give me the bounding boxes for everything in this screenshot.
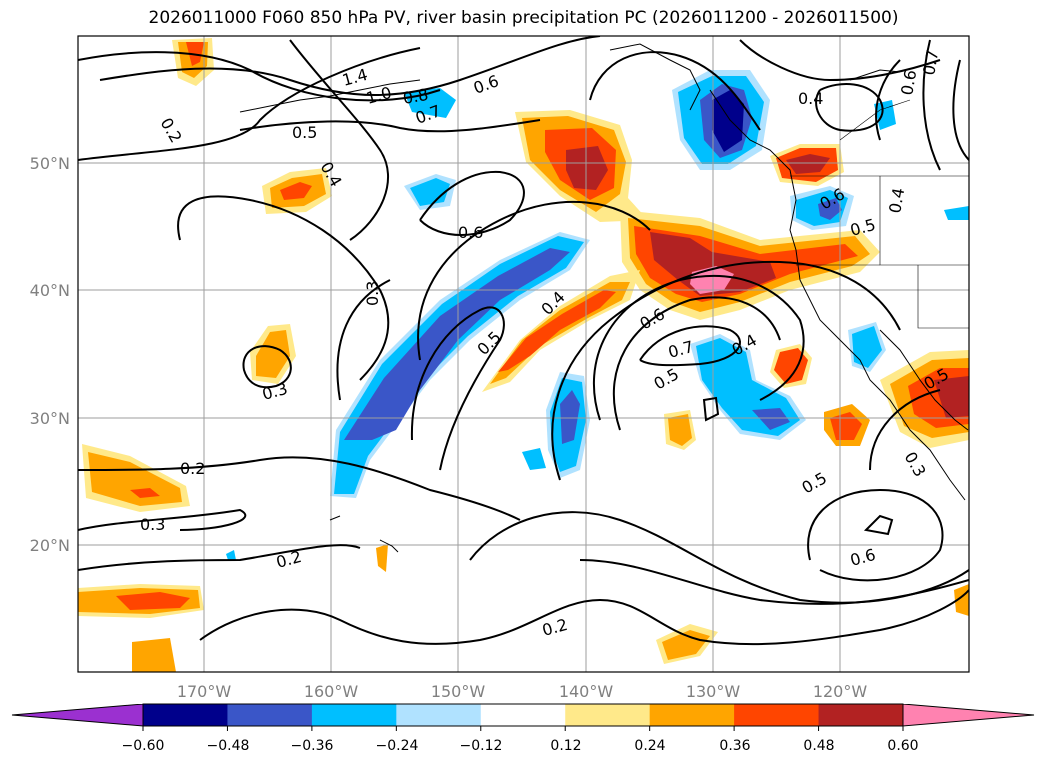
colorbar-tick-label: −0.12 — [460, 738, 503, 754]
map-frame — [77, 35, 970, 673]
contour-label: 0.4 — [885, 186, 908, 214]
lat-label: 20°N — [30, 536, 70, 555]
lat-label: 40°N — [30, 281, 70, 300]
latitude-labels: 50°N 40°N 30°N 20°N — [30, 154, 70, 555]
colorbar-tick-label: 0.36 — [719, 738, 750, 754]
colorbar-swatch — [565, 704, 651, 726]
lon-label: 150°W — [431, 682, 486, 701]
colorbar-tick-label: −0.24 — [376, 738, 419, 754]
contour-label: 0.2 — [180, 459, 205, 478]
colorbar-tick-label: 0.48 — [803, 738, 834, 754]
lon-label: 120°W — [813, 682, 868, 701]
colorbar: −0.60 −0.48 −0.36 −0.24 −0.12 0.12 0.24 … — [11, 703, 1035, 754]
lon-label: 130°W — [686, 682, 741, 701]
coastlines — [239, 43, 969, 553]
colorbar-tick-label: −0.48 — [207, 738, 250, 754]
pv-contours — [78, 36, 969, 646]
contour-label: 0.6 — [897, 68, 920, 96]
colorbar-extend-min — [12, 704, 143, 726]
lon-label: 170°W — [177, 682, 232, 701]
colorbar-tick-label: −0.36 — [291, 738, 334, 754]
map-area: 0.2 1.0 0.8 0.7 0.6 0.5 0.4 0.6 0.3 0.4 … — [78, 36, 969, 672]
contour-label: 0.3 — [140, 515, 165, 534]
colorbar-extend-max — [903, 704, 1034, 726]
contour-label: 0.4 — [798, 89, 823, 108]
colorbar-ticks — [142, 726, 904, 731]
colorbar-swatch — [396, 704, 482, 726]
longitude-labels: 170°W 160°W 150°W 140°W 130°W 120°W — [177, 682, 868, 701]
colorbar-swatches — [12, 704, 1034, 726]
colorbar-swatch — [818, 704, 904, 726]
lon-label: 160°W — [304, 682, 359, 701]
contour-label: 0.8 — [401, 85, 429, 108]
colorbar-swatch — [227, 704, 313, 726]
colorbar-tick-label: −0.60 — [122, 738, 165, 754]
colorbar-swatch — [734, 704, 820, 726]
lon-label: 140°W — [559, 682, 614, 701]
colorbar-tick-label: 0.24 — [634, 738, 665, 754]
contour-label: 0.7 — [919, 48, 942, 76]
figure-title: 2026011000 F060 850 hPa PV, river basin … — [148, 8, 899, 28]
colorbar-swatch — [480, 704, 566, 726]
contour-label: 0.5 — [292, 123, 317, 142]
colorbar-swatch — [143, 704, 228, 726]
colorbar-labels: −0.60 −0.48 −0.36 −0.24 −0.12 0.12 0.24 … — [122, 738, 919, 754]
colorbar-tick-label: 0.60 — [887, 738, 918, 754]
contour-label: 0.3 — [363, 281, 382, 306]
colorbar-swatch — [649, 704, 735, 726]
lat-label: 30°N — [30, 409, 70, 428]
shaded-field-negative — [226, 70, 969, 560]
map-gridlines — [78, 36, 969, 672]
lat-label: 50°N — [30, 154, 70, 173]
contour-label: 0.6 — [458, 223, 483, 242]
colorbar-swatch — [311, 704, 397, 726]
colorbar-tick-label: 0.12 — [550, 738, 581, 754]
